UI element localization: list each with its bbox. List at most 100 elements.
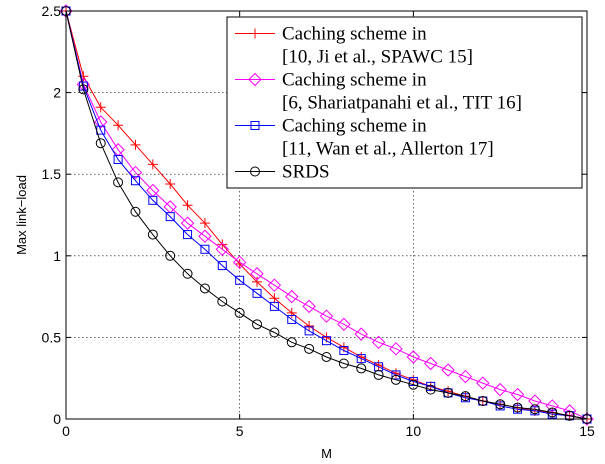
data-point (285, 289, 299, 304)
data-point (217, 239, 228, 250)
x-axis-label: M (321, 446, 332, 461)
data-point (147, 159, 158, 170)
x-tick-label: 5 (236, 423, 244, 439)
legend: Caching scheme in[10, Ji et al., SPAWC 1… (226, 16, 583, 189)
data-point (199, 283, 210, 294)
data-point (130, 139, 141, 150)
y-tick-label: 0.5 (42, 329, 62, 345)
y-axis-label: Max link−load (14, 175, 29, 255)
data-point (441, 363, 455, 377)
data-point (319, 309, 334, 323)
data-point (182, 200, 193, 211)
data-point (199, 218, 210, 229)
data-point (458, 369, 473, 384)
data-point (356, 354, 366, 364)
data-point (130, 206, 141, 217)
y-tick-label: 0 (53, 411, 61, 427)
data-point (183, 230, 193, 240)
data-point (338, 358, 349, 369)
data-point (250, 267, 264, 281)
data-point (321, 351, 332, 362)
data-point (304, 326, 314, 336)
legend-swatch-marker (250, 121, 260, 130)
data-point (165, 212, 175, 222)
y-tick-label: 2.5 (42, 3, 62, 19)
data-point (198, 229, 212, 243)
data-point (269, 301, 279, 311)
data-point (200, 244, 210, 254)
data-point (165, 178, 176, 189)
data-point (286, 307, 297, 318)
series-4 (61, 6, 592, 424)
data-point (252, 276, 263, 287)
series-line (65, 10, 588, 420)
data-point (426, 381, 436, 391)
data-point (252, 319, 263, 330)
legend-box (226, 16, 583, 189)
legend-label: Caching scheme in (282, 24, 427, 45)
data-point (512, 402, 523, 413)
data-point (493, 382, 507, 397)
data-point (408, 379, 419, 390)
data-point (547, 407, 558, 418)
data-point (423, 356, 438, 371)
data-point (148, 195, 158, 205)
data-point (215, 242, 230, 256)
data-point (234, 307, 245, 318)
data-point (130, 176, 140, 186)
data-point (562, 404, 577, 418)
data-point (390, 374, 401, 385)
legend-label: SRDS (282, 162, 330, 183)
legend-item-3: Caching scheme in[11, Wan et al., Allert… (235, 116, 494, 160)
data-point (182, 268, 193, 279)
legend-label: [11, Wan et al., Allerton 17] (282, 139, 494, 160)
plot-frame (65, 10, 588, 420)
data-point (389, 342, 403, 356)
data-point (406, 350, 421, 364)
data-point (113, 120, 124, 131)
legend-item-4: SRDS (235, 162, 330, 183)
legend-item-1: Caching scheme in[10, Ji et al., SPAWC 1… (235, 24, 473, 68)
y-tick-label: 1.5 (42, 166, 62, 182)
data-point (269, 327, 280, 338)
data-point (113, 177, 124, 188)
data-point (354, 327, 368, 341)
data-point (443, 387, 454, 398)
legend-label: Caching scheme in (282, 70, 427, 91)
data-point (286, 337, 297, 348)
data-point (304, 320, 315, 331)
data-point (78, 84, 89, 95)
data-point (356, 363, 367, 374)
data-point (165, 250, 176, 261)
data-point (287, 314, 297, 324)
data-point (373, 369, 384, 380)
data-point (217, 261, 227, 271)
data-point (147, 229, 158, 240)
data-point (408, 376, 418, 386)
ticks-group: 0 5 10 15 0 0.5 1 1.5 2 2.5 (42, 3, 595, 439)
data-point (339, 345, 349, 355)
data-point (269, 293, 280, 304)
data-point (337, 317, 351, 332)
data-point (267, 278, 282, 292)
data-point (477, 396, 488, 407)
data-point (302, 299, 316, 314)
data-point (476, 376, 490, 390)
data-point (235, 275, 245, 285)
data-point (304, 343, 315, 354)
legend-item-2: Caching scheme in[6, Shariatpanahi et al… (235, 70, 522, 114)
series-line (65, 10, 588, 420)
legend-swatch-marker (250, 166, 260, 177)
legend-label: Caching scheme in (282, 116, 427, 137)
x-tick-label: 0 (62, 423, 70, 439)
series-group (59, 4, 594, 426)
data-point (529, 404, 540, 415)
data-point (545, 399, 559, 413)
data-point (252, 288, 262, 298)
legend-label: [6, Shariatpanahi et al., TIT 16] (282, 93, 522, 114)
data-point (391, 370, 401, 380)
y-tick-label: 1 (53, 248, 61, 264)
data-point (322, 336, 331, 346)
legend-swatch-marker (248, 72, 262, 87)
